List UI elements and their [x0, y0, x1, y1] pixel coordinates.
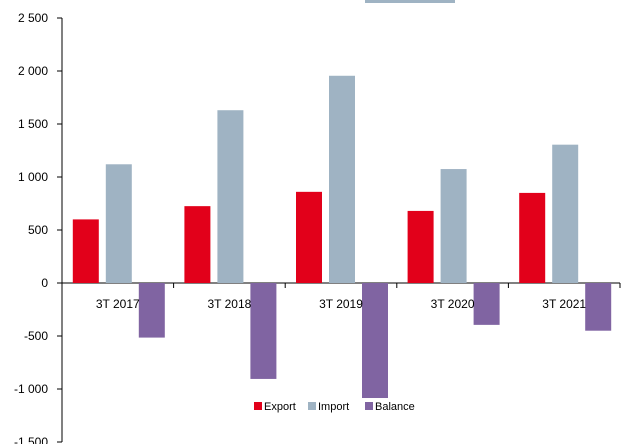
bar-export-0 — [72, 219, 99, 283]
bar-balance-3 — [473, 283, 500, 325]
legend-label-export: Export — [264, 401, 296, 413]
bar-balance-1 — [250, 283, 277, 379]
bar-balance-4 — [585, 283, 612, 331]
y-tick-label: -500 — [24, 329, 48, 343]
category-label: 3T 2020 — [431, 297, 475, 311]
category-label: 3T 2018 — [207, 297, 251, 311]
bar-import-4 — [552, 144, 579, 283]
legend-swatch-balance — [365, 402, 373, 410]
legend-swatch-export — [254, 402, 262, 410]
bar-import-1 — [217, 110, 244, 283]
category-labels: 3T 2017 3T 2018 3T 2019 3T 2020 3T 2021 — [96, 297, 587, 311]
y-axis: 2 500 2 000 1 500 1 000 500 0 -500 -1 000 -1 500 — [14, 11, 63, 444]
bar-export-3 — [407, 210, 434, 283]
bar-export-2 — [296, 191, 322, 283]
y-tick-label: -1 500 — [14, 435, 48, 444]
y-tick-label: 2 500 — [18, 11, 48, 25]
y-tick-label: 1 500 — [18, 117, 48, 131]
bar-balance-2 — [362, 283, 388, 399]
category-label: 3T 2021 — [542, 297, 586, 311]
category-label: 3T 2019 — [319, 297, 363, 311]
bar-balance-0 — [138, 283, 165, 338]
legend-label-balance: Balance — [375, 401, 415, 413]
category-label: 3T 2017 — [96, 297, 140, 311]
y-tick-label: 1 000 — [18, 170, 48, 184]
legend-swatch-import — [308, 402, 316, 410]
bars — [72, 75, 612, 399]
y-tick-label: 500 — [28, 223, 48, 237]
y-tick-label: 0 — [41, 276, 48, 290]
bar-import-0 — [105, 164, 132, 283]
bar-import-2 — [329, 75, 355, 284]
y-tick-label: 2 000 — [18, 64, 48, 78]
legend-label-import: Import — [318, 401, 349, 413]
bar-import-3 — [440, 169, 467, 283]
bar-export-1 — [184, 206, 211, 283]
legend: Export Import Balance — [254, 401, 415, 413]
y-tick-label: -1 000 — [14, 382, 48, 396]
bar-export-4 — [519, 192, 546, 283]
header-accent-bar — [365, 0, 455, 3]
